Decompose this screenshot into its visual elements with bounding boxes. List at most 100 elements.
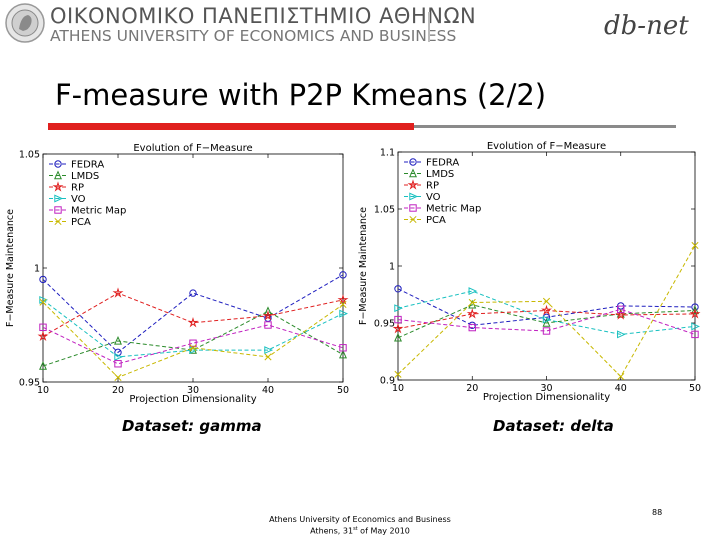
legend-label: Metric Map xyxy=(426,204,481,215)
data-point xyxy=(339,349,347,359)
data-point xyxy=(39,298,47,306)
data-point xyxy=(114,360,122,368)
chart-delta: Evolution of F−Measure 0.9 0.95 1 1.05 1.1 10 2… xyxy=(358,141,701,403)
legend-label: LMDS xyxy=(71,171,99,182)
y-axis-label: F−Measure Maintenance xyxy=(358,207,369,325)
data-point xyxy=(264,353,272,361)
header-divider xyxy=(428,12,430,42)
y-tick-label: 1.05 xyxy=(19,150,40,161)
data-point xyxy=(394,332,402,342)
chart-title: Evolution of F−Measure xyxy=(133,143,252,154)
legend-marker xyxy=(407,179,419,190)
data-point xyxy=(394,370,402,378)
legend-marker xyxy=(409,192,419,201)
chart-title: Evolution of F−Measure xyxy=(487,141,606,152)
data-point xyxy=(542,327,551,335)
data-point xyxy=(339,271,347,279)
y-tick-label: 0.95 xyxy=(374,319,395,330)
data-point xyxy=(37,330,49,342)
legend-label: RP xyxy=(426,181,439,192)
y-tick-label: 1.05 xyxy=(374,205,395,216)
x-axis-label: Projection Dimensionality xyxy=(129,394,256,405)
x-tick-label: 40 xyxy=(262,385,274,396)
x-tick-label: 10 xyxy=(37,385,49,396)
legend-marker xyxy=(54,194,64,203)
data-point xyxy=(617,305,625,314)
data-point xyxy=(691,305,699,315)
series-line xyxy=(42,274,344,354)
footer-university: Athens University of Economics and Busin… xyxy=(269,515,451,524)
university-seal-logo xyxy=(5,3,45,43)
y-tick-label: 1 xyxy=(389,262,395,273)
y-tick-label: 1 xyxy=(34,264,40,275)
data-point xyxy=(339,309,349,318)
legend-label: VO xyxy=(71,194,86,205)
legend-label: PCA xyxy=(71,217,91,228)
series-line xyxy=(42,301,344,378)
plot-area xyxy=(42,153,344,383)
data-point xyxy=(542,297,551,305)
data-point xyxy=(189,339,197,347)
data-point xyxy=(339,300,347,309)
y-tick-label: 0.9 xyxy=(380,376,395,387)
x-tick-label: 20 xyxy=(112,385,124,396)
slide-number: 88 xyxy=(652,508,663,517)
series-line xyxy=(42,299,344,358)
series-line xyxy=(42,292,344,337)
data-point xyxy=(337,294,349,305)
data-point xyxy=(615,309,627,320)
x-tick-label: 40 xyxy=(615,383,627,394)
legend-label: FEDRA xyxy=(426,158,459,169)
footer-date-prefix: Athens, 31 xyxy=(310,526,354,536)
x-tick-label: 10 xyxy=(392,383,404,394)
legend-marker xyxy=(54,206,62,214)
y-tick-label: 0.95 xyxy=(19,378,40,389)
university-name-english: ATHENS UNIVERSITY OF ECONOMICS AND BUSIN… xyxy=(50,27,457,45)
x-tick-label: 30 xyxy=(187,385,199,396)
chart-gamma: Evolution of F−Measure 0.95 1 1.05 10 20 30 40 5… xyxy=(5,143,349,405)
university-name-greek: ΟΙΚΟΝΟΜΙΚΟ ΠΑΝΕΠΙΣΤΗΜΙΟ ΑΘΗΝΩΝ xyxy=(50,4,477,28)
legend-label: FEDRA xyxy=(71,160,104,171)
data-point xyxy=(392,322,404,334)
data-point xyxy=(264,346,274,355)
data-point xyxy=(187,316,199,328)
slide-title: F-measure with P2P Kmeans (2/2) xyxy=(55,78,547,112)
data-point xyxy=(189,344,197,352)
series-line xyxy=(42,310,344,367)
x-tick-label: 50 xyxy=(337,385,349,396)
data-point xyxy=(189,289,197,297)
data-point xyxy=(394,304,404,313)
legend-marker xyxy=(409,168,417,178)
data-point xyxy=(394,315,402,324)
data-point xyxy=(689,308,701,319)
x-tick-label: 20 xyxy=(466,383,478,394)
data-point xyxy=(394,285,402,293)
data-point xyxy=(339,344,347,352)
plot-area xyxy=(397,151,696,381)
db-net-logo-text: db-net xyxy=(604,11,689,41)
footer-date: Athens, 31st of May 2010 xyxy=(0,526,720,536)
data-point xyxy=(39,323,47,331)
legend-marker xyxy=(54,217,62,226)
footer-date-sup: st xyxy=(353,526,358,532)
data-point xyxy=(264,306,272,316)
university-header: ΟΙΚΟΝΟΜΙΚΟ ΠΑΝΕΠΙΣΤΗΜΙΟ ΑΘΗΝΩΝ ATHENS UN… xyxy=(0,0,720,50)
x-tick-label: 30 xyxy=(540,383,552,394)
legend-label: PCA xyxy=(426,215,446,226)
title-underline-grey xyxy=(414,125,676,128)
data-point xyxy=(542,315,552,324)
series-line xyxy=(397,290,696,335)
data-point xyxy=(617,330,626,339)
y-axis-label: F−Measure Maintenance xyxy=(5,209,16,327)
data-point xyxy=(691,241,699,250)
data-point xyxy=(114,352,124,361)
data-point xyxy=(541,304,552,316)
data-point xyxy=(468,323,476,332)
legend-marker xyxy=(54,160,62,168)
db-net-logo: db-net xyxy=(604,11,689,41)
data-point xyxy=(542,317,551,327)
data-point xyxy=(264,321,272,329)
x-tick-label: 50 xyxy=(689,383,701,394)
caption-delta: Dataset: delta xyxy=(493,417,614,435)
legend-marker xyxy=(409,158,417,166)
